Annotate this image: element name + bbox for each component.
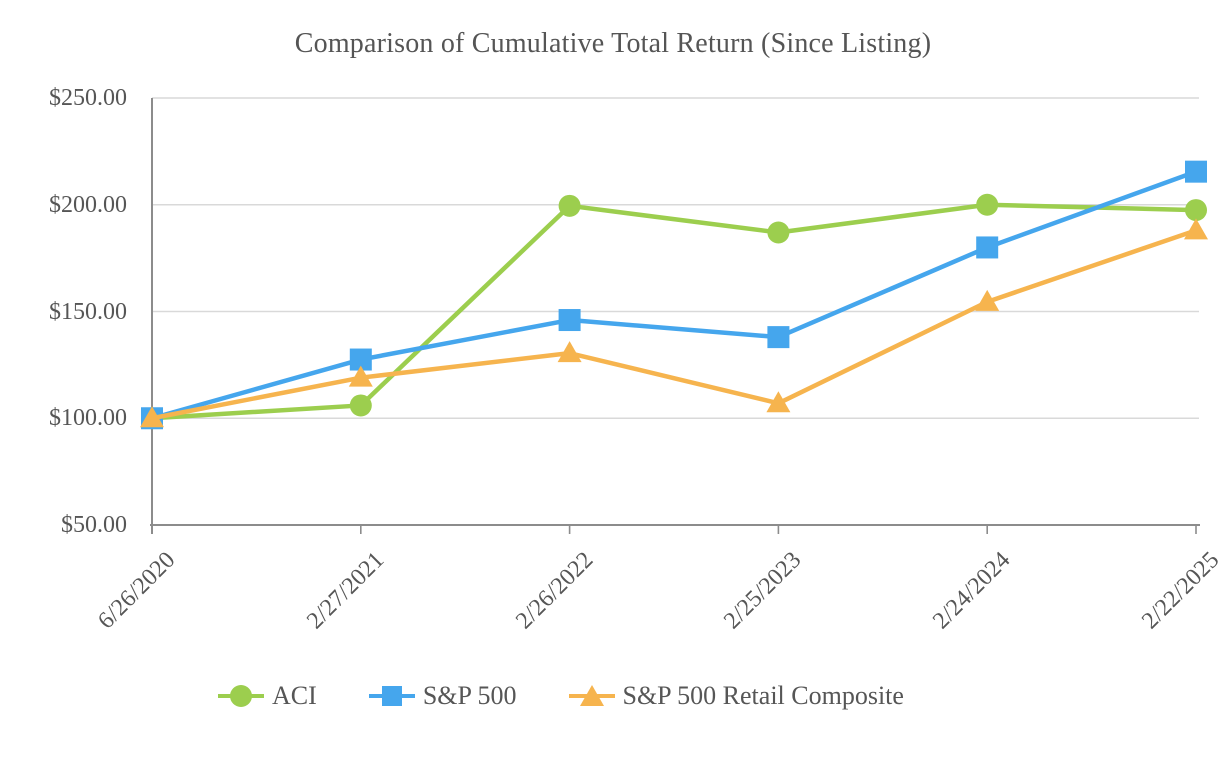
legend-label: S&P 500 <box>422 681 517 710</box>
legend-label: S&P 500 Retail Composite <box>622 681 904 710</box>
data-point-triangle <box>975 289 1000 311</box>
circle-legend-marker-icon <box>218 685 265 707</box>
series-line-s-p-500-retail-composite <box>149 228 1199 421</box>
data-point-circle <box>1185 199 1207 222</box>
data-point-triangle <box>140 406 164 428</box>
data-point-square <box>976 236 999 259</box>
y-tick-label: $150.00 <box>49 298 127 325</box>
legend-label: ACI <box>272 681 317 710</box>
data-point-triangle <box>766 391 791 413</box>
legend-item-aci: ACI <box>218 681 317 711</box>
y-tick-label: $250.00 <box>49 85 127 111</box>
square-legend-marker-icon <box>368 686 415 706</box>
y-tick-label: $50.00 <box>61 512 127 538</box>
data-point-square <box>349 348 372 371</box>
series-line-aci <box>149 202 1199 421</box>
triangle-legend-marker-icon <box>568 685 615 706</box>
data-point-circle <box>349 394 372 417</box>
y-tick-label: $200.00 <box>49 191 127 218</box>
data-point-triangle <box>557 341 582 363</box>
data-point-square <box>1185 160 1207 183</box>
legend-item-s-p-500-retail-composite: S&P 500 Retail Composite <box>568 681 904 711</box>
series-line-s-p-500 <box>149 169 1199 421</box>
data-point-circle <box>976 193 999 216</box>
legend: ACI S&P 500 S&P 500 Retail Composite <box>0 681 1174 711</box>
data-point-square <box>767 326 790 349</box>
chart-title: Comparison of Cumulative Total Return (S… <box>294 28 932 59</box>
data-point-circle <box>767 221 790 244</box>
data-point-triangle <box>348 365 373 387</box>
data-point-circle <box>558 194 581 217</box>
data-point-square <box>558 309 581 332</box>
data-point-triangle <box>1184 218 1208 240</box>
y-tick-label: $100.00 <box>49 405 127 432</box>
legend-item-s-p-500: S&P 500 <box>368 681 517 711</box>
